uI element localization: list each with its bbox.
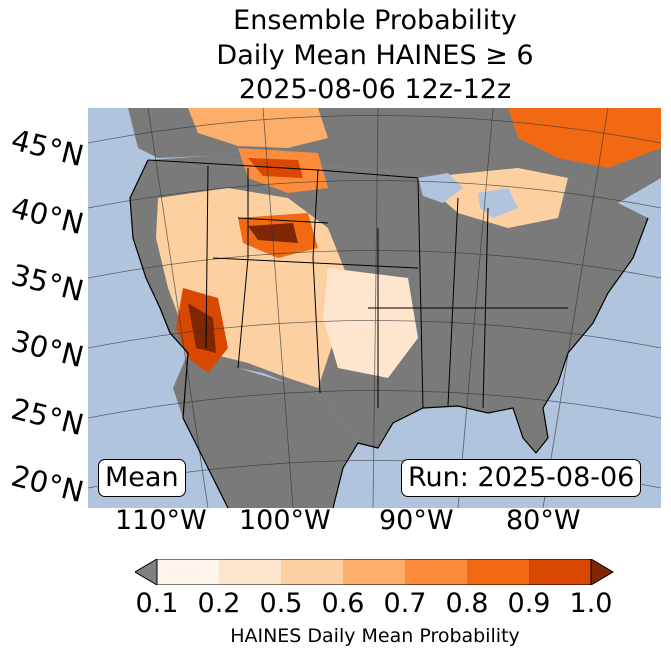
colorbar-tick-0.2: 0.2 [197,588,241,619]
lat-label-45: 45°N [7,122,88,174]
colorbar-tick-0.1: 0.1 [135,588,179,619]
colorbar-under-triangle [135,559,158,585]
lat-label-30: 30°N [7,323,88,375]
lat-label-25: 25°N [7,391,88,443]
great-lakes [418,173,463,203]
colorbar-bin-1 [157,559,219,585]
lat-label-20: 20°N [7,458,88,510]
colorbar-bin-2 [219,559,281,585]
colorbar-bin-3 [281,559,343,585]
colorbar [135,559,614,585]
colorbar-tick-0.8: 0.8 [445,588,489,619]
colorbar-tick-0.6: 0.6 [321,588,365,619]
lon-label-80: 80°W [506,505,581,536]
lon-label-90: 90°W [379,505,454,536]
colorbar-bin-7 [529,559,591,585]
colorbar-over-triangle [590,559,614,585]
prob-region-plains [323,268,418,378]
colorbar-bin-5 [405,559,467,585]
title-line-3: 2025-08-06 12z-12z [238,74,512,105]
lat-label-40: 40°N [7,190,88,242]
lon-label-100: 100°W [239,505,331,536]
colorbar-frame [156,559,592,585]
run-date-label: Run: 2025-08-06 [401,459,642,497]
colorbar-label: HAINES Daily Mean Probability [230,625,520,647]
title-line-2: Daily Mean HAINES ≥ 6 [216,40,534,71]
prob-region-arizona-core [188,303,216,353]
prob-region-canada-east [508,108,661,168]
title-line-1: Ensemble Probability [233,5,517,36]
lon-label-110: 110°W [115,505,207,536]
colorbar-tick-0.5: 0.5 [259,588,303,619]
prob-region-colorado-core [248,223,298,243]
colorbar-tick-1.0: 1.0 [569,588,613,619]
mean-label: Mean [98,459,186,497]
colorbar-tick-0.7: 0.7 [383,588,427,619]
colorbar-tick-0.9: 0.9 [507,588,551,619]
colorbar-bin-4 [343,559,405,585]
coastline [129,159,649,508]
state-borders [147,159,568,409]
probability-map [88,108,661,508]
colorbar-bin-6 [467,559,529,585]
lat-label-35: 35°N [7,257,88,309]
